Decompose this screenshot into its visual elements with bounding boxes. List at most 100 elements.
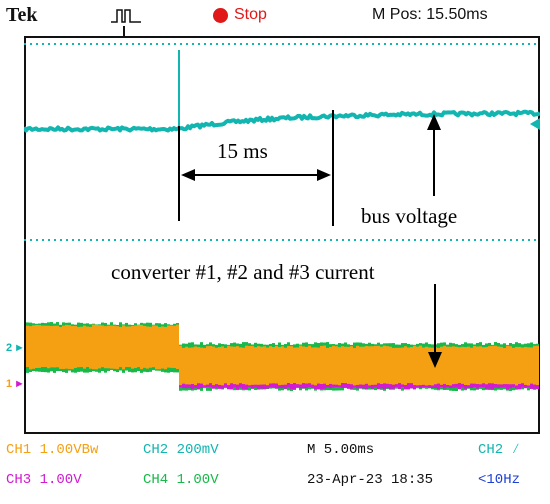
ch1-band-noise bbox=[293, 347, 296, 384]
ch1-band-noise bbox=[497, 346, 500, 385]
ch1-band-noise bbox=[41, 325, 44, 368]
ch2-scale[interactable]: CH2 200mV bbox=[143, 442, 219, 458]
ch1-band-noise bbox=[383, 345, 386, 384]
ch1-band-noise bbox=[380, 346, 383, 385]
ch1-band-noise bbox=[350, 346, 353, 385]
ch1-band-noise bbox=[143, 325, 146, 368]
ch1-band-noise bbox=[521, 347, 524, 384]
ch1-band-noise bbox=[221, 346, 224, 386]
ch1-band-noise bbox=[161, 326, 164, 369]
ch1-band-noise bbox=[353, 347, 356, 386]
ch1-ground-marker[interactable]: 1 bbox=[6, 378, 13, 390]
readout-row-1: CH1 1.00VBw CH2 200mV M 5.00ms CH2 ∕ bbox=[0, 442, 550, 468]
ch1-band-noise bbox=[533, 345, 536, 385]
ch1-band-noise bbox=[329, 346, 332, 384]
ch1-band-noise bbox=[374, 345, 377, 385]
ch1-band-noise bbox=[245, 345, 248, 385]
ch1-band-noise bbox=[47, 325, 50, 369]
ch1-band-noise bbox=[167, 325, 170, 368]
ch1-band-noise bbox=[74, 326, 77, 368]
ch1-band-noise bbox=[419, 345, 422, 386]
voltage-pointer-head bbox=[427, 114, 441, 130]
ch1-band-noise bbox=[38, 325, 41, 368]
ch1-band-noise bbox=[53, 325, 56, 368]
ch1-band-noise bbox=[104, 326, 107, 369]
ch3-scale[interactable]: CH3 1.00V bbox=[6, 472, 82, 488]
ch1-band-noise bbox=[80, 326, 83, 368]
ch1-band-noise bbox=[281, 346, 284, 385]
ch1-band-noise bbox=[284, 347, 287, 385]
interval-arrow-left-head bbox=[181, 169, 195, 181]
ch2-ground-marker[interactable]: 2 bbox=[6, 342, 13, 354]
ch1-band-noise bbox=[56, 325, 59, 368]
ch1-band-noise bbox=[194, 346, 197, 386]
ch1-band-noise bbox=[263, 346, 266, 385]
ch1-band-noise bbox=[188, 347, 191, 385]
trigger-level-icon bbox=[530, 118, 540, 130]
ch1-band-noise bbox=[458, 347, 461, 384]
ch1-band-noise bbox=[86, 326, 89, 368]
interval-arrow-right-head bbox=[317, 169, 331, 181]
ch1-band-noise bbox=[59, 326, 62, 369]
ch1-band-noise bbox=[332, 345, 335, 385]
ch1-band-noise bbox=[461, 346, 464, 384]
ch1-band-noise bbox=[113, 325, 116, 369]
ch1-band-noise bbox=[242, 347, 245, 385]
ch1-band-noise bbox=[404, 346, 407, 386]
ch1-band-noise bbox=[413, 345, 416, 386]
ch1-band-noise bbox=[392, 347, 395, 385]
ch1-band-noise bbox=[158, 326, 161, 370]
ch1-band-noise bbox=[209, 345, 212, 384]
interval-label: 15 ms bbox=[217, 139, 268, 163]
ch1-band-noise bbox=[92, 324, 95, 370]
ch1-band-noise bbox=[254, 347, 257, 385]
ch1-band-noise bbox=[362, 346, 365, 385]
ch1-band-noise bbox=[149, 326, 152, 368]
ch1-band-noise bbox=[536, 345, 539, 386]
ch1-band-noise bbox=[407, 347, 410, 384]
ch1-band-noise bbox=[359, 346, 362, 385]
ch1-band-noise bbox=[305, 346, 308, 384]
ch1-band-noise bbox=[95, 324, 98, 370]
ch1-band-noise bbox=[272, 347, 275, 384]
ch1-band-noise bbox=[290, 346, 293, 385]
timebase[interactable]: M 5.00ms bbox=[307, 442, 375, 458]
ch1-band-noise bbox=[302, 346, 305, 384]
ch1-band-noise bbox=[503, 347, 506, 385]
ch1-band-noise bbox=[515, 346, 518, 386]
ch1-waveform bbox=[26, 324, 539, 386]
ch1-band-noise bbox=[200, 347, 203, 384]
ch1-band-noise bbox=[443, 345, 446, 384]
ch1-band-noise bbox=[491, 345, 494, 384]
ch1-band-noise bbox=[170, 325, 173, 368]
ch1-band-noise bbox=[110, 325, 113, 369]
ch1-band-noise bbox=[410, 347, 413, 384]
ch1-band-noise bbox=[230, 346, 233, 384]
ch1-band-noise bbox=[122, 325, 125, 370]
brand-logo: Tek bbox=[6, 4, 38, 26]
ch1-band-noise bbox=[479, 346, 482, 385]
ch1-band-noise bbox=[446, 346, 449, 386]
ch1-scale[interactable]: CH1 1.00VBw bbox=[6, 442, 99, 458]
ch1-band-noise bbox=[197, 347, 200, 384]
ch1-band-noise bbox=[179, 345, 182, 386]
ch1-band-noise bbox=[206, 346, 209, 385]
ch1-band-noise bbox=[338, 347, 341, 386]
ch4-scale[interactable]: CH4 1.00V bbox=[143, 472, 219, 488]
ch1-band-noise bbox=[512, 347, 515, 385]
ch1-band-noise bbox=[77, 326, 80, 368]
trigger-source[interactable]: CH2 ∕ bbox=[478, 442, 521, 458]
ch1-band-noise bbox=[356, 345, 359, 385]
date-time: 23-Apr-23 18:35 bbox=[307, 472, 434, 488]
converter-current-label: converter #1, #2 and #3 current bbox=[111, 260, 375, 284]
ch1-band-noise bbox=[506, 345, 509, 385]
ch1-band-noise bbox=[398, 347, 401, 384]
ch1-band-noise bbox=[29, 326, 32, 370]
ch1-band-noise bbox=[44, 325, 47, 368]
ch1-band-noise bbox=[203, 347, 206, 386]
ch1-band-noise bbox=[275, 345, 278, 384]
ch1-band-noise bbox=[428, 347, 431, 386]
ch1-band-noise bbox=[131, 325, 134, 369]
ch1-band-noise bbox=[527, 347, 530, 386]
ch1-band-noise bbox=[260, 346, 263, 385]
